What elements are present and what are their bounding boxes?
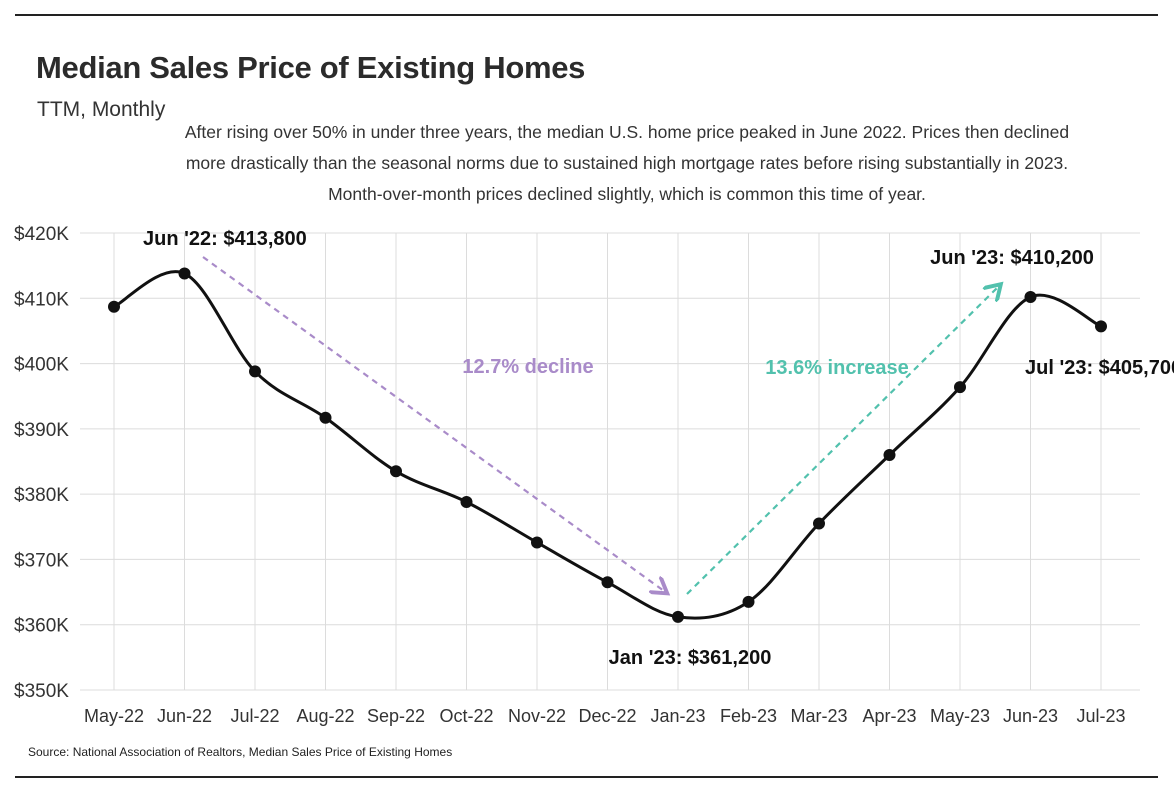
data-point [954,381,966,394]
data-point [249,365,261,378]
x-tick-label: Jun-23 [1003,706,1058,726]
x-tick-label: Nov-22 [508,706,566,726]
y-tick-label: $370K [14,550,69,571]
data-point [601,576,614,589]
point-label: Jun '23: $410,200 [930,247,1094,269]
x-tick-label: Jun-22 [157,706,212,726]
x-tick-label: May-23 [930,706,990,726]
data-point [531,536,543,549]
data-point [1095,320,1107,333]
increase-arrow [686,287,998,595]
x-tick-label: Jan-23 [650,706,705,726]
y-tick-label: $410K [14,289,69,310]
data-point [178,267,191,280]
bottom-rule [15,776,1158,778]
decline-arrow [202,256,664,591]
data-point [1024,290,1037,303]
y-tick-label: $380K [14,485,69,506]
x-tick-label: Oct-22 [439,706,493,726]
x-tick-label: May-22 [84,706,144,726]
top-rule [15,14,1158,16]
y-tick-label: $420K [14,224,69,245]
data-point [742,595,755,608]
x-tick-label: Apr-23 [862,706,916,726]
chart-annotation: After rising over 50% in under three yea… [184,122,1070,204]
y-tick-label: $390K [14,420,69,441]
source-note: Source: National Association of Realtors… [28,745,453,759]
chart-subtitle: TTM, Monthly [37,98,166,121]
decline-label: 12.7% decline [462,356,593,378]
data-point [883,448,896,461]
y-tick-label: $350K [14,681,69,702]
x-tick-label: Jul-22 [230,706,279,726]
data-point [813,517,825,530]
x-tick-label: Aug-22 [296,706,354,726]
point-label: Jun '22: $413,800 [143,228,307,250]
x-tick-label: Dec-22 [578,706,636,726]
x-tick-label: Jul-23 [1076,706,1125,726]
point-label: Jan '23: $361,200 [609,647,772,669]
data-point [108,300,120,313]
point-label: Jul '23: $405,700 [1025,357,1174,379]
y-tick-label: $400K [14,355,69,376]
x-tick-label: Sep-22 [367,706,425,726]
data-point [460,495,473,508]
x-tick-label: Mar-23 [790,706,847,726]
data-point [319,411,332,424]
data-point [390,465,402,478]
chart-title: Median Sales Price of Existing Homes [36,50,586,85]
y-tick-label: $360K [14,616,69,637]
increase-label: 13.6% increase [765,357,908,379]
data-point [672,610,684,623]
x-tick-label: Feb-23 [720,706,777,726]
